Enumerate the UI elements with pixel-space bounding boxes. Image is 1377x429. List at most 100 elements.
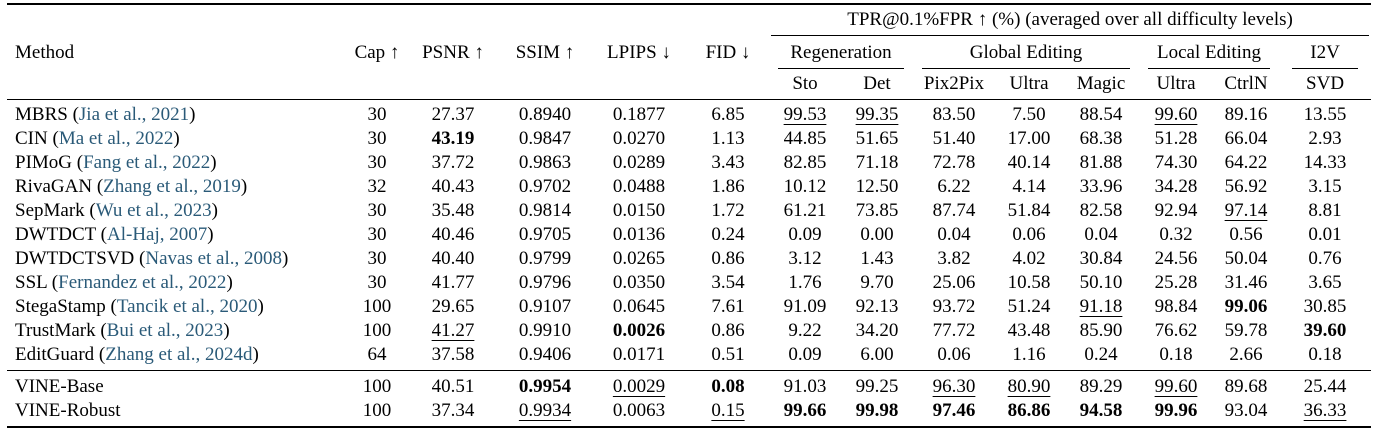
cell-ultra-local: 74.30 [1154, 151, 1198, 173]
citation-link[interactable]: Ma et al., 2022 [58, 127, 174, 149]
cell-lpips: 0.0488 [612, 175, 666, 197]
cell-magic: 30.84 [1079, 247, 1123, 269]
cell-magic: 68.38 [1079, 127, 1123, 149]
cell-det: 71.18 [855, 151, 899, 173]
cell-ssim: 0.9107 [518, 295, 572, 317]
cell-fid: 0.24 [711, 223, 745, 245]
cell-fid: 3.54 [711, 271, 745, 293]
method-name: EditGuard [15, 343, 95, 365]
citation-link[interactable]: Navas et al., 2008 [145, 247, 283, 269]
cell-lpips: 0.0350 [612, 271, 666, 293]
cell-sto: 10.12 [783, 175, 827, 197]
citation-link[interactable]: Jia et al., 2021 [78, 103, 190, 125]
method-cell: EditGuard (Zhang et al., 2024d) [7, 342, 347, 371]
cell-ssim: 0.9799 [518, 247, 572, 269]
cell-pix2pix: 97.46 [932, 399, 976, 421]
table-header: TPR@0.1%FPR ↑ (%) (averaged over all dif… [7, 4, 1372, 100]
cell-magic: 0.04 [1084, 223, 1118, 245]
cell-fid: 0.08 [711, 375, 745, 397]
cell-magic: 88.54 [1079, 103, 1123, 125]
cell-det: 92.13 [855, 295, 899, 317]
cell-lpips: 0.0136 [612, 223, 666, 245]
table-row: VINE-Base 100 40.51 0.9954 0.0029 0.08 91.03 99… [7, 370, 1371, 399]
cell-sto: 91.09 [783, 295, 827, 317]
cell-det: 1.43 [860, 247, 894, 269]
cell-cap: 30 [367, 151, 387, 173]
cell-fid: 1.72 [711, 199, 745, 221]
cell-cap: 100 [362, 399, 392, 421]
cell-ctrln: 89.16 [1224, 103, 1268, 125]
cell-ultra-global: 0.06 [1012, 223, 1046, 245]
group-header-global-editing: Global Editing [913, 36, 1139, 69]
table-row: SepMark (Wu et al., 2023) 30 35.48 0.9814 0.… [7, 199, 1371, 223]
method-cell: PIMoG (Fang et al., 2022) [15, 151, 217, 173]
cell-ctrln: 31.46 [1224, 271, 1268, 293]
cell-ultra-global: 51.24 [1007, 295, 1051, 317]
column-header-psnr: PSNR ↑ [422, 41, 484, 63]
cell-det: 9.70 [860, 271, 894, 293]
subcolumn-header-ultra-local: Ultra [1139, 69, 1213, 100]
cell-pix2pix: 51.40 [932, 127, 976, 149]
cell-magic: 94.58 [1079, 399, 1123, 421]
citation-link[interactable]: Tancik et al., 2020 [116, 295, 258, 317]
citation-link[interactable]: Zhang et al., 2019 [103, 175, 241, 197]
cell-svd: 25.44 [1303, 375, 1347, 397]
group-header-regeneration: Regeneration [769, 36, 913, 69]
cell-ultra-global: 80.90 [1007, 375, 1051, 397]
method-cell: SSL (Fernandez et al., 2022) [15, 271, 233, 293]
cell-ultra-global: 4.14 [1012, 175, 1046, 197]
cell-fid: 0.15 [711, 399, 745, 421]
cell-ultra-local: 0.32 [1159, 223, 1193, 245]
cell-fid: 1.13 [711, 127, 745, 149]
cell-ssim: 0.8940 [518, 103, 572, 125]
cell-sto: 0.09 [788, 223, 822, 245]
cell-lpips: 0.0265 [612, 247, 666, 269]
table-row: DWTDCT (Al-Haj, 2007) 30 40.46 0.9705 0.0136… [7, 223, 1371, 247]
column-header-lpips: LPIPS ↓ [607, 41, 671, 63]
cell-cap: 100 [362, 295, 392, 317]
cell-fid: 6.85 [711, 103, 745, 125]
cell-ultra-global: 40.14 [1007, 151, 1051, 173]
cell-svd: 39.60 [1303, 319, 1347, 341]
citation-link[interactable]: Wu et al., 2023 [95, 199, 212, 221]
citation-link[interactable]: Zhang et al., 2024d [105, 343, 253, 365]
cell-ctrln: 59.78 [1224, 319, 1268, 341]
cell-sto: 0.09 [769, 342, 841, 371]
cell-det: 34.20 [855, 319, 899, 341]
cell-psnr: 37.58 [407, 342, 499, 371]
cell-sto: 61.21 [783, 199, 827, 221]
subcolumn-header-magic: Magic [1063, 69, 1139, 100]
cell-svd: 0.01 [1308, 223, 1342, 245]
cell-ultra-global: 7.50 [1012, 103, 1046, 125]
method-cell: SepMark (Wu et al., 2023) [15, 199, 218, 221]
cell-sto: 3.12 [788, 247, 822, 269]
cell-psnr: 37.72 [431, 151, 475, 173]
cell-svd: 0.76 [1308, 247, 1342, 269]
cell-ultra-local: 99.96 [1154, 399, 1198, 421]
cell-pix2pix: 6.22 [937, 175, 971, 197]
cell-ultra-global: 1.16 [995, 342, 1063, 371]
citation-link[interactable]: Al-Haj, 2007 [107, 223, 208, 245]
method-name: MBRS [15, 103, 68, 125]
citation-link[interactable]: Bui et al., 2023 [106, 319, 224, 341]
method-cell: DWTDCTSVD (Navas et al., 2008) [15, 247, 289, 269]
cell-ctrln: 66.04 [1224, 127, 1268, 149]
cell-svd: 30.85 [1303, 295, 1347, 317]
cell-psnr: 37.34 [431, 399, 475, 421]
cell-lpips: 0.0029 [612, 375, 666, 397]
cell-pix2pix: 3.82 [937, 247, 971, 269]
cell-pix2pix: 0.06 [913, 342, 995, 371]
cell-svd: 14.33 [1303, 151, 1347, 173]
cell-det: 6.00 [841, 342, 913, 371]
citation-link[interactable]: Fernandez et al., 2022 [58, 271, 227, 293]
cell-psnr: 41.27 [431, 319, 475, 341]
cell-fid: 3.43 [711, 151, 745, 173]
citation-link[interactable]: Fang et al., 2022 [83, 151, 211, 173]
cell-pix2pix: 83.50 [932, 103, 976, 125]
method-cell: StegaStamp (Tancik et al., 2020) [15, 295, 264, 317]
method-name: CIN [15, 127, 48, 149]
cell-det: 99.98 [855, 399, 899, 421]
cell-lpips: 0.0289 [612, 151, 666, 173]
cell-cap: 30 [367, 199, 387, 221]
cell-svd: 0.18 [1279, 342, 1372, 371]
